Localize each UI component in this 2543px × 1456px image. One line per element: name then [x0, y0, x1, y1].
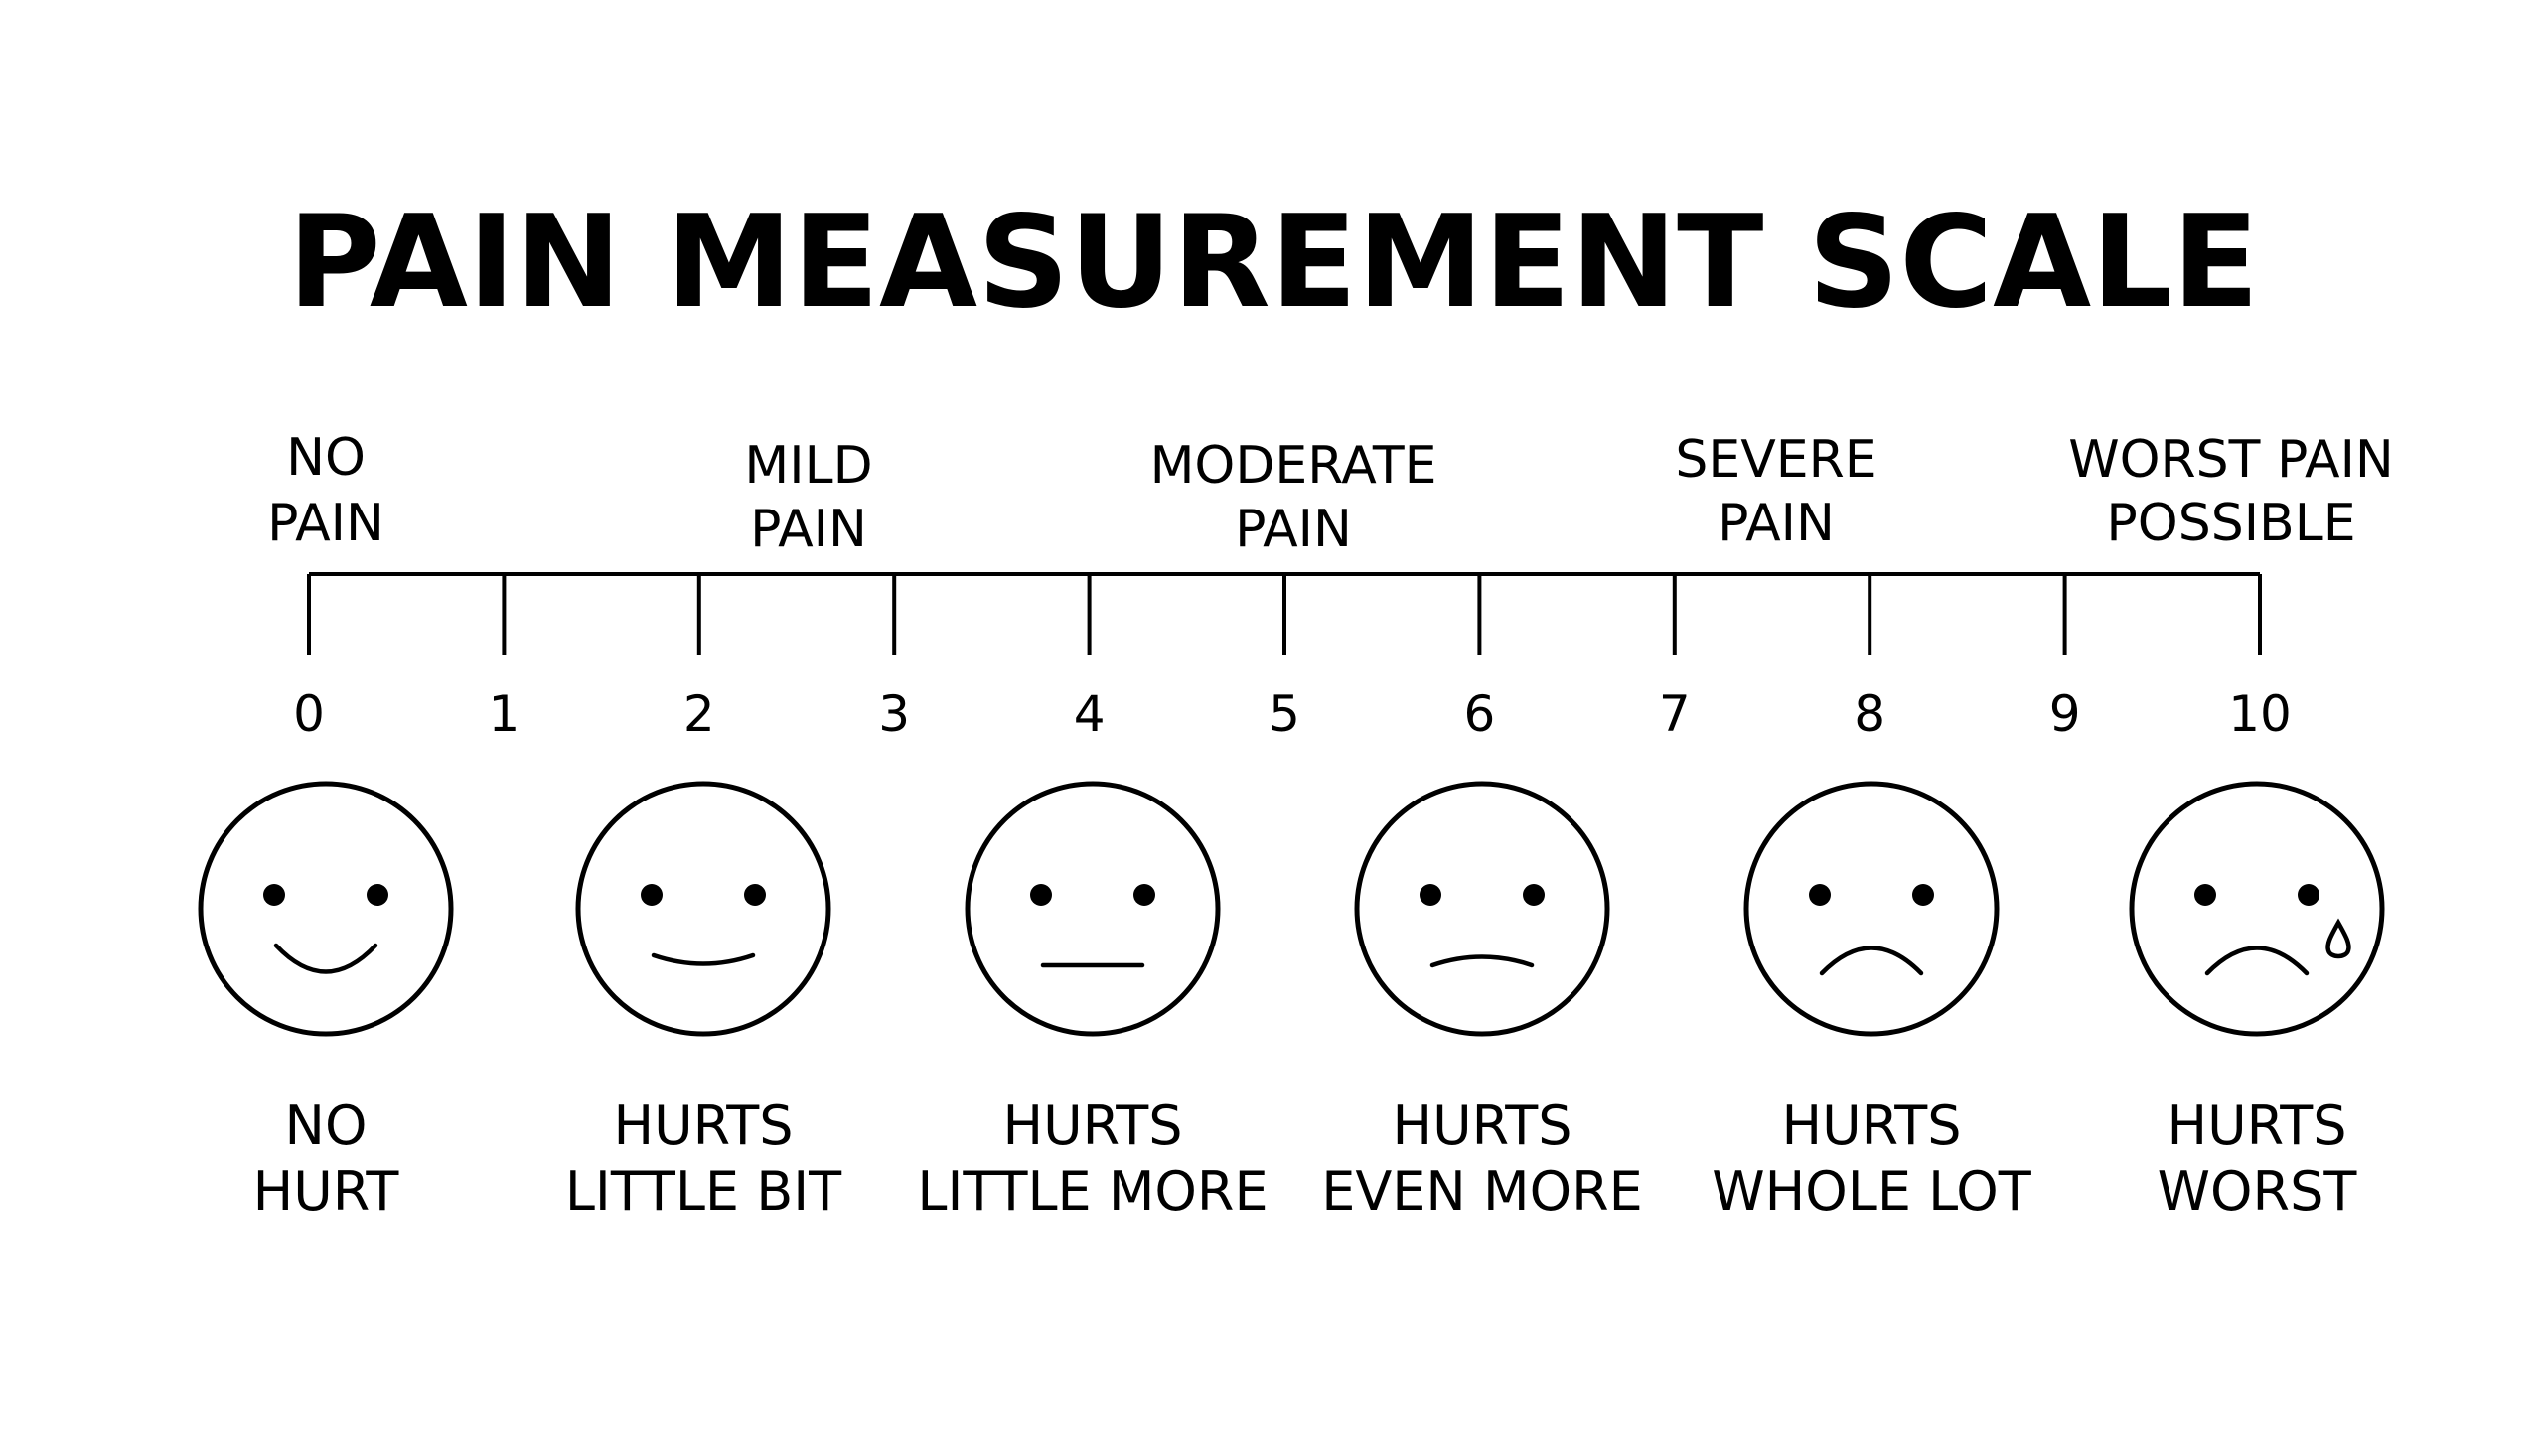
scale-number-6: 6	[1463, 685, 1495, 743]
face-label-line2: WORST	[2158, 1160, 2358, 1223]
face-outline	[1354, 781, 1610, 1037]
face-label-line1: HURTS	[614, 1094, 794, 1157]
category-moderate-pain-line1: MODERATE	[1150, 436, 1437, 496]
face-label-line2: HURT	[253, 1160, 400, 1223]
category-severe-pain: SEVERE PAIN	[1675, 430, 1876, 553]
left-eye-icon	[641, 884, 663, 906]
face-outline	[2129, 781, 2385, 1037]
scale-number-1: 1	[488, 685, 520, 743]
face-frown-with-tear	[2129, 781, 2385, 1037]
face-slight-smile	[575, 781, 831, 1037]
mouth-icon	[1429, 954, 1535, 968]
category-severe-pain-line1: SEVERE	[1675, 430, 1876, 490]
category-mild-pain: MILD PAIN	[744, 436, 872, 559]
face-label-line1: HURTS	[1003, 1094, 1183, 1157]
scale-number-5: 5	[1269, 685, 1300, 743]
face-label-line1: HURTS	[1393, 1094, 1572, 1157]
left-eye-icon	[1420, 884, 1441, 906]
scale-ticks	[307, 574, 2262, 655]
face-outline	[965, 781, 1221, 1037]
left-eye-icon	[1809, 884, 1831, 906]
right-eye-icon	[367, 884, 388, 906]
category-no-pain: NO PAIN	[267, 428, 384, 553]
left-eye-icon	[263, 884, 285, 906]
right-eye-icon	[1523, 884, 1545, 906]
right-eye-icon	[1133, 884, 1155, 906]
category-moderate-pain: MODERATE PAIN	[1150, 436, 1437, 559]
face-label-line2: EVEN MORE	[1321, 1160, 1642, 1223]
page-title: PAIN MEASUREMENT SCALE	[288, 189, 2259, 337]
scale-number-2: 2	[683, 685, 715, 743]
scale-number-7: 7	[1659, 685, 1691, 743]
face-outline	[575, 781, 831, 1037]
mouth-icon	[273, 943, 378, 974]
face-label-line2: LITTLE MORE	[917, 1160, 1268, 1223]
category-worst-pain: WORST PAIN POSSIBLE	[2068, 430, 2394, 553]
face-label-line2: WHOLE LOT	[1712, 1160, 2032, 1223]
category-worst-pain-line1: WORST PAIN	[2068, 430, 2394, 490]
scale-number-0: 0	[293, 685, 325, 743]
scale-number-4: 4	[1074, 685, 1106, 743]
category-no-pain-line1: NO	[286, 428, 366, 488]
scale-numbers: 0 1 2 3 4 5 6 7 8 9 10	[293, 685, 2292, 743]
face-label-line1: HURTS	[2168, 1094, 2347, 1157]
face-label-line1: NO	[285, 1094, 368, 1157]
mouth-icon	[651, 952, 756, 966]
category-mild-pain-line1: MILD	[744, 436, 872, 496]
face-smile	[198, 781, 454, 1037]
face-outline	[1743, 781, 2000, 1037]
left-eye-icon	[2194, 884, 2216, 906]
right-eye-icon	[744, 884, 766, 906]
category-labels: NO PAIN MILD PAIN MODERATE PAIN SEVERE P…	[267, 428, 2394, 559]
right-eye-icon	[2298, 884, 2319, 906]
face-frown	[1743, 781, 2000, 1037]
face-label-line1: HURTS	[1782, 1094, 1962, 1157]
face-neutral	[965, 781, 1221, 1037]
scale-number-3: 3	[878, 685, 910, 743]
category-severe-pain-line2: PAIN	[1718, 494, 1835, 553]
mouth-icon	[1819, 946, 1924, 976]
face-outline	[198, 781, 454, 1037]
face-label-line2: LITTLE BIT	[565, 1160, 842, 1223]
category-no-pain-line2: PAIN	[267, 494, 384, 553]
mouth-icon	[2204, 946, 2310, 976]
scale-number-10: 10	[2228, 685, 2292, 743]
face-slight-frown	[1354, 781, 1610, 1037]
tear-icon	[2325, 918, 2351, 959]
right-eye-icon	[1912, 884, 1934, 906]
left-eye-icon	[1030, 884, 1052, 906]
category-moderate-pain-line2: PAIN	[1235, 500, 1352, 559]
category-worst-pain-line2: POSSIBLE	[2106, 494, 2355, 553]
scale-number-8: 8	[1854, 685, 1885, 743]
category-mild-pain-line2: PAIN	[750, 500, 867, 559]
scale-number-9: 9	[2049, 685, 2081, 743]
